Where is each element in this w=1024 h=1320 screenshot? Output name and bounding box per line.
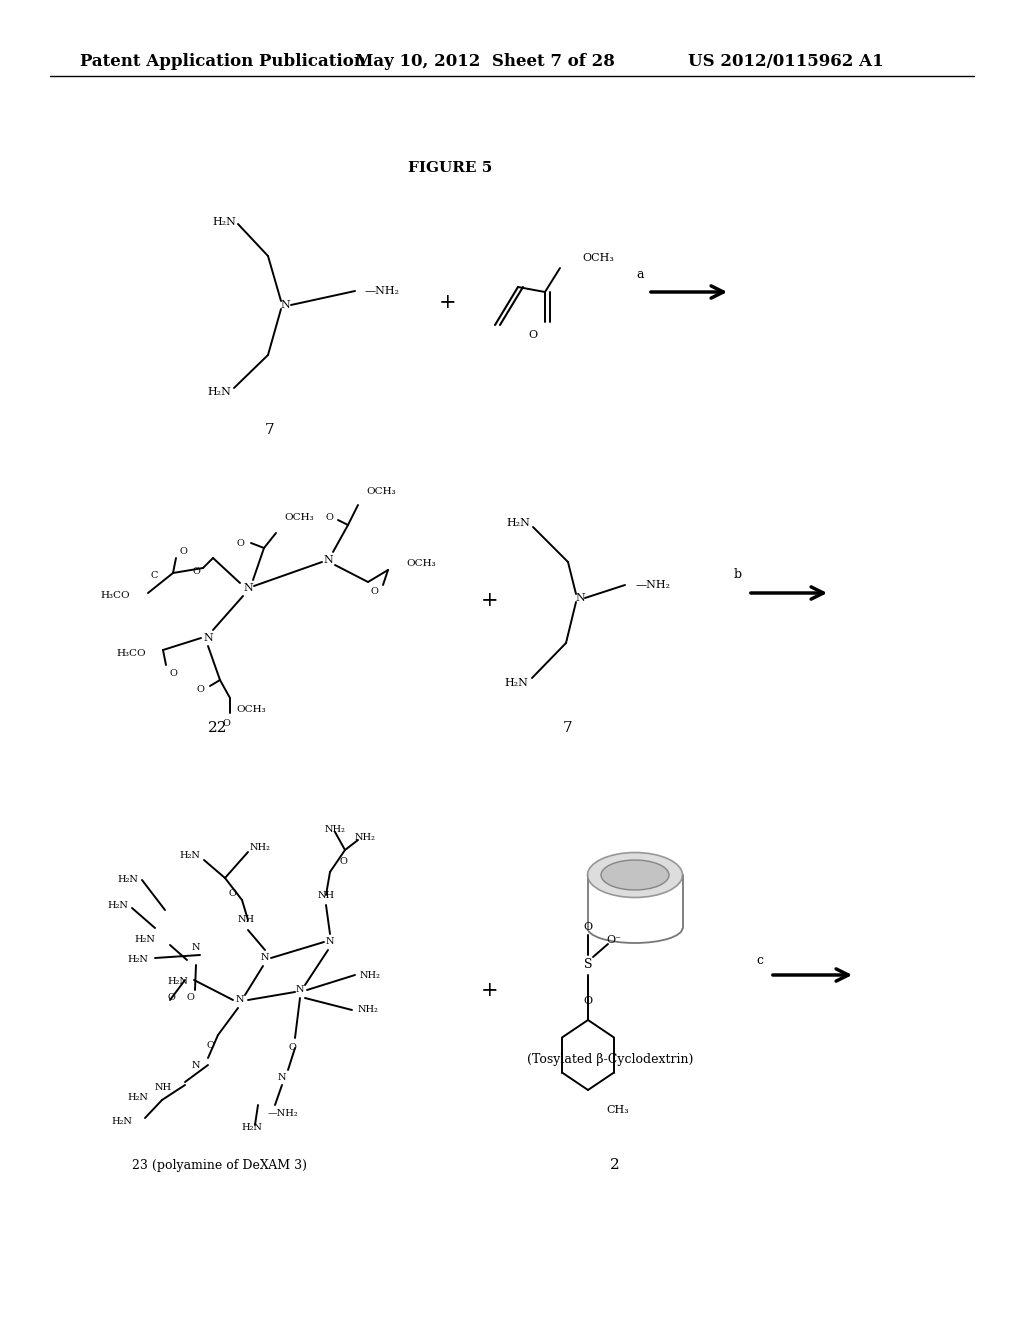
Text: 2: 2 xyxy=(610,1158,620,1172)
Text: N: N xyxy=(243,583,253,593)
Text: O: O xyxy=(206,1040,214,1049)
Text: H₂N: H₂N xyxy=(212,216,236,227)
Text: O: O xyxy=(288,1044,296,1052)
Text: O: O xyxy=(222,718,230,727)
Text: H₂N: H₂N xyxy=(242,1123,262,1133)
Text: 23 (polyamine of DeXAM 3): 23 (polyamine of DeXAM 3) xyxy=(132,1159,307,1172)
Text: —NH₂: —NH₂ xyxy=(268,1109,299,1118)
Text: OCH₃: OCH₃ xyxy=(406,558,435,568)
Text: FIGURE 5: FIGURE 5 xyxy=(408,161,493,176)
Text: O: O xyxy=(584,921,593,932)
Text: +: + xyxy=(481,981,499,999)
Text: 22: 22 xyxy=(208,721,227,735)
Text: H₂N: H₂N xyxy=(134,936,155,945)
Text: H₂N: H₂N xyxy=(179,851,200,861)
Text: O: O xyxy=(528,330,538,341)
Text: H₂N: H₂N xyxy=(108,902,128,911)
Text: O: O xyxy=(186,994,194,1002)
Text: NH₂: NH₂ xyxy=(360,970,381,979)
Text: S: S xyxy=(584,958,592,972)
Text: N: N xyxy=(326,937,334,946)
Text: NH: NH xyxy=(317,891,335,899)
Text: N: N xyxy=(575,593,585,603)
Text: OCH₃: OCH₃ xyxy=(284,513,313,523)
Text: OCH₃: OCH₃ xyxy=(582,253,613,263)
Text: Patent Application Publication: Patent Application Publication xyxy=(80,54,366,70)
Text: N: N xyxy=(324,554,333,565)
Text: O: O xyxy=(228,888,236,898)
Text: NH₂: NH₂ xyxy=(355,833,376,842)
Text: H₂N: H₂N xyxy=(506,517,530,528)
Text: +: + xyxy=(481,590,499,610)
Text: N: N xyxy=(203,634,213,643)
Text: US 2012/0115962 A1: US 2012/0115962 A1 xyxy=(688,54,884,70)
Text: NH: NH xyxy=(155,1082,172,1092)
Text: N: N xyxy=(236,995,245,1005)
Text: O: O xyxy=(340,858,348,866)
Text: N: N xyxy=(296,986,304,994)
Text: OCH₃: OCH₃ xyxy=(236,705,265,714)
Text: b: b xyxy=(734,569,742,582)
Text: O: O xyxy=(326,512,333,521)
Text: (Tosylated β-Cyclodextrin): (Tosylated β-Cyclodextrin) xyxy=(526,1053,693,1067)
Text: NH₂: NH₂ xyxy=(358,1006,379,1015)
Text: O: O xyxy=(170,668,178,677)
Text: NH: NH xyxy=(238,916,255,924)
Text: N: N xyxy=(191,944,201,953)
Text: O: O xyxy=(180,546,187,556)
Text: O: O xyxy=(237,539,244,548)
Text: N: N xyxy=(278,1073,287,1082)
Text: O: O xyxy=(584,997,593,1006)
Text: c: c xyxy=(757,953,764,966)
Text: O⁻: O⁻ xyxy=(606,935,621,945)
Text: NH₂: NH₂ xyxy=(325,825,345,834)
Text: C: C xyxy=(151,572,158,581)
Text: O: O xyxy=(167,994,175,1002)
Text: 7: 7 xyxy=(265,422,274,437)
Text: H₂N: H₂N xyxy=(207,387,231,397)
Text: H₂N: H₂N xyxy=(127,956,148,965)
Text: NH₂: NH₂ xyxy=(250,843,271,853)
Text: H₂N: H₂N xyxy=(117,875,138,884)
Text: H₂N: H₂N xyxy=(167,978,188,986)
Ellipse shape xyxy=(601,861,669,890)
Text: May 10, 2012  Sheet 7 of 28: May 10, 2012 Sheet 7 of 28 xyxy=(355,54,614,70)
Text: —NH₂: —NH₂ xyxy=(636,579,671,590)
Text: +: + xyxy=(439,293,457,312)
Text: H₂N: H₂N xyxy=(504,678,528,688)
Text: 7: 7 xyxy=(563,721,572,735)
Text: N: N xyxy=(281,300,290,310)
Text: H₂N: H₂N xyxy=(127,1093,148,1102)
Text: H₃CO: H₃CO xyxy=(117,648,146,657)
Text: H₃CO: H₃CO xyxy=(100,591,130,601)
Text: H₂N: H₂N xyxy=(112,1118,132,1126)
Text: a: a xyxy=(636,268,644,281)
Text: O: O xyxy=(197,685,204,694)
Text: OCH₃: OCH₃ xyxy=(366,487,395,496)
Text: N: N xyxy=(191,1060,201,1069)
Text: CH₃: CH₃ xyxy=(606,1105,629,1115)
Text: N: N xyxy=(261,953,269,962)
Text: —NH₂: —NH₂ xyxy=(365,286,400,296)
Text: O: O xyxy=(193,566,200,576)
Ellipse shape xyxy=(588,853,683,898)
Text: O: O xyxy=(370,587,378,597)
